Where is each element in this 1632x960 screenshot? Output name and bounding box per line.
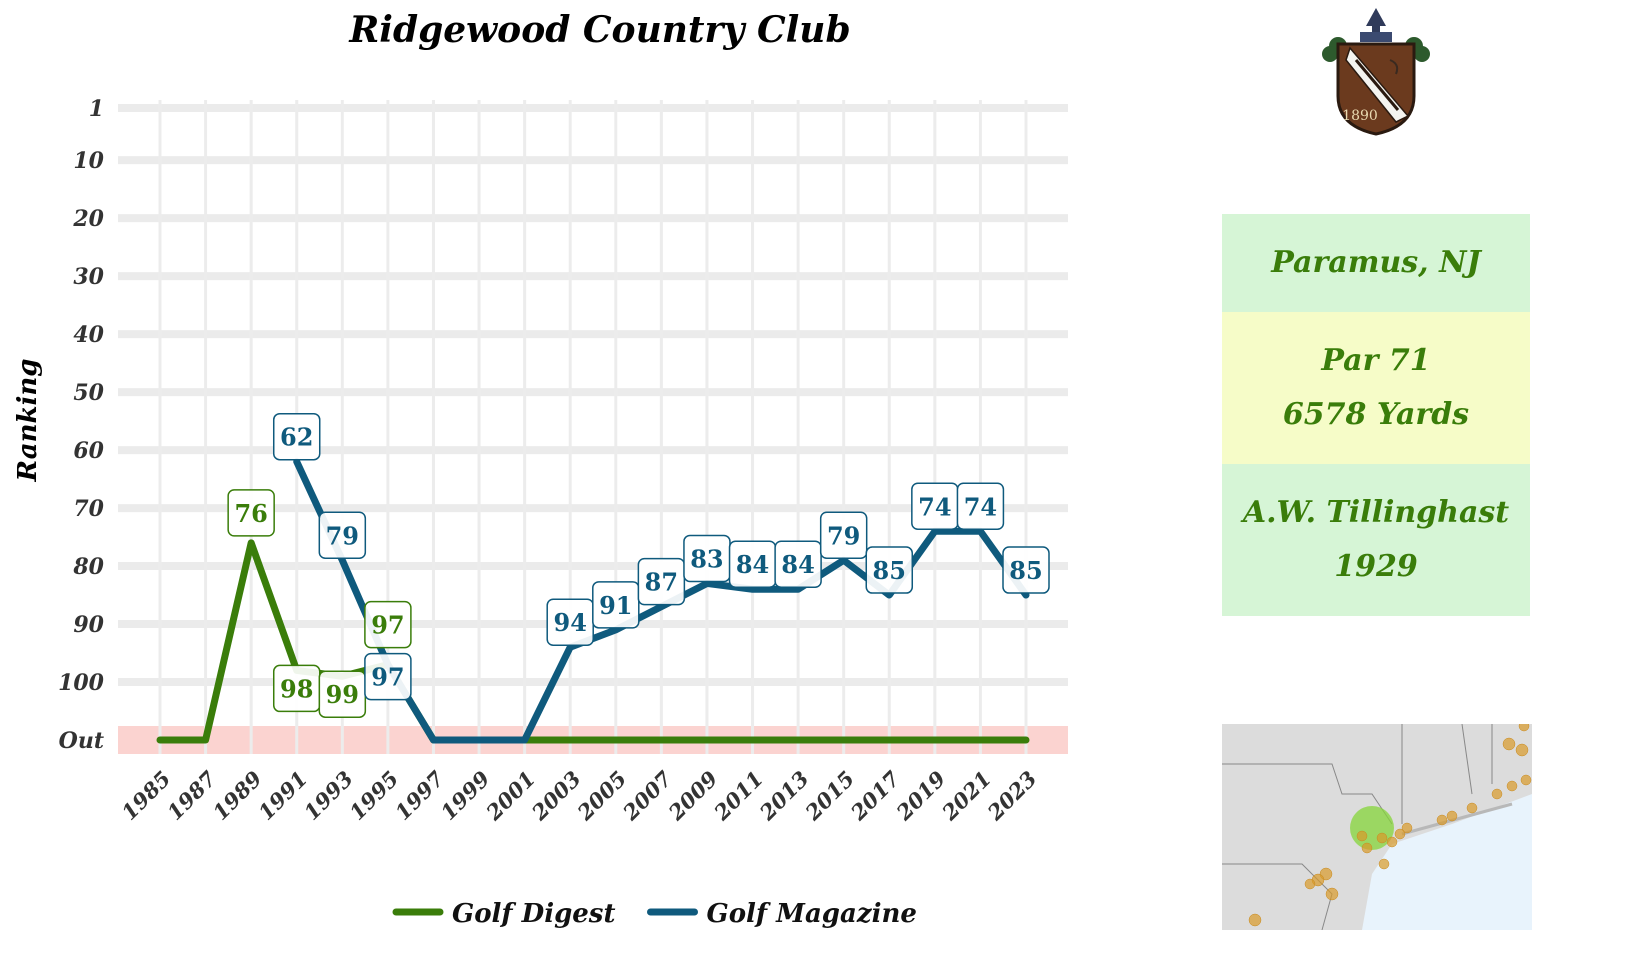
y-tick-label: 80	[72, 554, 104, 580]
course-yardage: 6578 Yards	[1282, 397, 1470, 432]
x-tick-label: 1993	[299, 766, 358, 825]
course-info-panel: Paramus, NJ Par 71 6578 Yards A.W. Tilli…	[1222, 214, 1530, 616]
x-tick-label: 2017	[845, 766, 905, 826]
x-tick-label: 2021	[936, 766, 996, 826]
data-label-text: 94	[554, 608, 587, 637]
data-label: 74	[911, 482, 959, 531]
data-label-text: 91	[599, 591, 632, 620]
data-label-text: 79	[827, 521, 860, 550]
y-tick-label: 10	[73, 148, 104, 174]
data-label: 79	[819, 511, 868, 560]
data-label-text: 87	[645, 568, 678, 597]
data-label-box	[272, 412, 321, 461]
course-stats-box: Par 71 6578 Yards	[1222, 312, 1530, 464]
x-tick-label: 2015	[800, 766, 860, 826]
x-tick-label: 2005	[572, 766, 632, 826]
y-tick-label: 60	[73, 438, 104, 464]
data-label: 79	[318, 511, 367, 560]
data-label-text: 62	[280, 423, 313, 452]
data-label: 84	[774, 540, 822, 588]
data-label: 97	[364, 600, 412, 649]
y-axis-title: Ranking	[13, 359, 43, 483]
data-label-box	[819, 511, 868, 560]
data-label-box	[774, 540, 822, 588]
course-architect: A.W. Tillinghast	[1242, 495, 1510, 530]
data-label-text: 85	[873, 556, 906, 585]
data-label: 83	[683, 534, 731, 583]
y-tick-label: 20	[72, 206, 104, 232]
x-tick-label: 2009	[663, 766, 723, 826]
course-par: Par 71	[1321, 343, 1431, 378]
data-label-box	[637, 557, 686, 606]
x-tick-label: 2003	[526, 766, 586, 826]
x-tick-label: 1985	[117, 766, 176, 825]
data-label: 87	[637, 557, 686, 606]
x-tick-label: 1999	[436, 766, 495, 825]
x-tick-label: 2007	[617, 766, 677, 826]
data-label: 85	[865, 546, 914, 594]
data-label: 85	[1002, 546, 1050, 594]
crest-year: 1890	[1342, 108, 1378, 124]
y-tick-label: 30	[73, 264, 104, 290]
data-label-box	[318, 511, 367, 560]
data-label-text: 97	[371, 663, 404, 692]
legend-label: Golf Magazine	[707, 899, 917, 929]
data-label-box	[364, 600, 412, 649]
chart-title: Ridgewood Country Club	[348, 9, 850, 51]
data-label-text: 99	[326, 680, 359, 709]
x-tick-label: 2001	[480, 766, 540, 826]
x-tick-label: 2011	[708, 766, 768, 826]
architect-box: A.W. Tillinghast 1929	[1222, 464, 1530, 616]
y-tick-label: 40	[73, 322, 104, 348]
data-label-text: 76	[234, 499, 267, 528]
location-box: Paramus, NJ	[1222, 214, 1530, 312]
ranking-chart: Ridgewood Country Club Ranking 1 10 20 30 40…	[13, 9, 1068, 929]
club-crest-logo: 1890	[1322, 8, 1430, 136]
data-label: 98	[272, 664, 321, 713]
data-label-box	[1002, 546, 1050, 594]
y-tick-label: 1	[89, 96, 104, 122]
data-label-text: 79	[326, 521, 359, 550]
data-label-box	[592, 581, 640, 629]
data-label: 74	[956, 482, 1005, 531]
data-label-box	[364, 652, 412, 701]
x-tick-label: 2023	[982, 766, 1042, 826]
x-tick-label: 1989	[208, 766, 267, 825]
x-tick-label: 2013	[754, 766, 814, 826]
legend-label: Golf Digest	[452, 899, 615, 929]
data-label: 97	[364, 652, 412, 701]
data-label: 62	[272, 412, 321, 461]
data-label-text: 74	[918, 492, 951, 521]
data-label-text: 98	[280, 674, 313, 703]
data-label: 76	[227, 489, 275, 537]
data-label: 84	[728, 540, 777, 588]
y-tick-label: 70	[73, 496, 104, 522]
y-tick-label: 100	[58, 670, 105, 696]
data-label-text: 83	[690, 544, 723, 573]
y-tick-label: 90	[73, 612, 104, 638]
data-label-text: 84	[736, 550, 769, 579]
data-label-text: 84	[781, 550, 814, 579]
x-tick-label: 1987	[162, 766, 221, 825]
y-tick-label: 50	[73, 380, 104, 406]
data-label-box	[956, 482, 1005, 531]
x-tick-label: 2019	[891, 766, 951, 826]
data-label-text: 85	[1009, 556, 1042, 585]
x-tick-label: 1997	[390, 766, 449, 825]
y-tick-label: Out	[59, 728, 104, 754]
location-minimap	[1222, 724, 1532, 930]
data-label-box	[865, 546, 914, 594]
data-label: 91	[592, 581, 640, 629]
data-label-text: 97	[371, 611, 404, 640]
course-year-built: 1929	[1334, 549, 1418, 584]
data-label-text: 74	[964, 492, 997, 521]
x-tick-label: 1991	[253, 766, 312, 825]
x-tick-label: 1995	[344, 766, 403, 825]
data-label: 94	[546, 598, 594, 646]
course-location: Paramus, NJ	[1271, 245, 1481, 280]
data-label: 99	[318, 670, 367, 718]
data-label-box	[227, 489, 275, 537]
